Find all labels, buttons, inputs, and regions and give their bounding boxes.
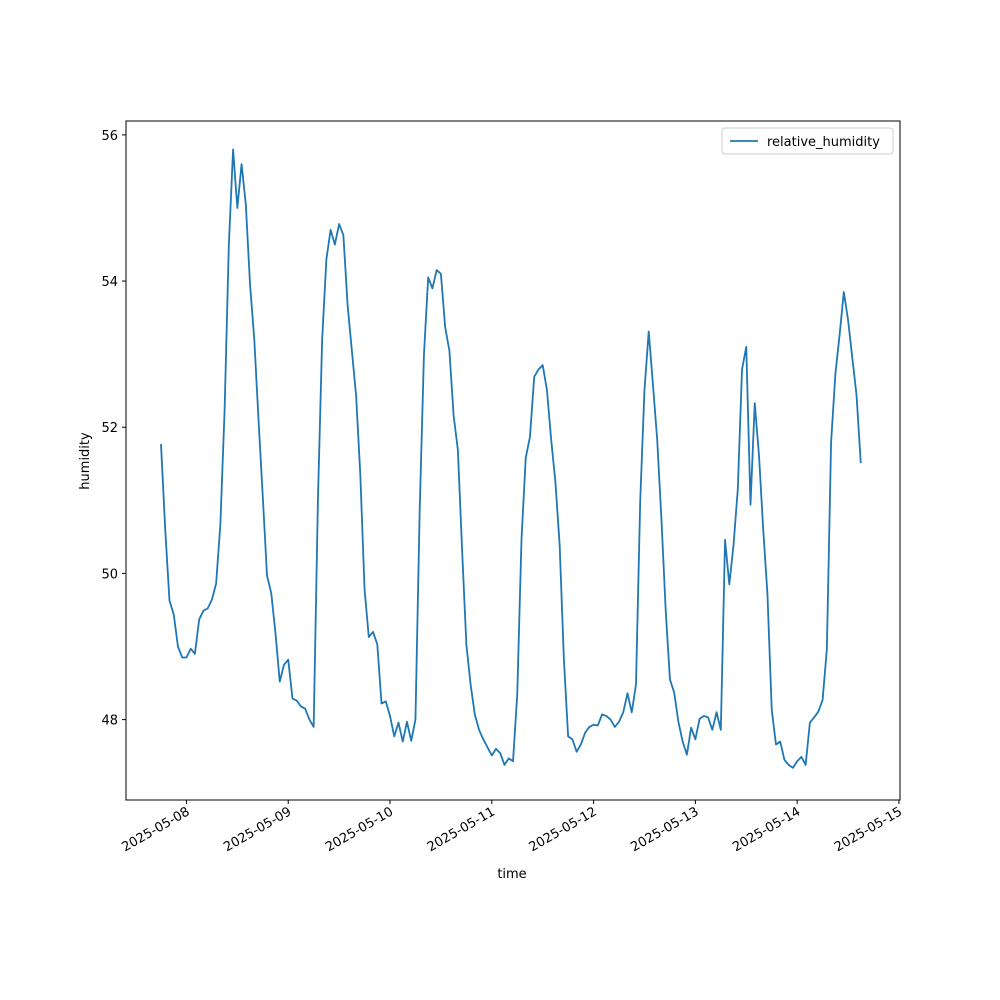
- x-axis-label: time: [497, 867, 526, 882]
- y-tick-label: 54: [101, 275, 118, 290]
- y-tick-label: 48: [101, 714, 118, 729]
- y-tick-label: 56: [101, 129, 118, 144]
- legend-box: [721, 127, 894, 155]
- data-line: [160, 148, 862, 769]
- y-tick-label: 50: [101, 567, 118, 582]
- legend-label: relative_humidity: [767, 135, 880, 150]
- y-axis-label: humidity: [78, 432, 93, 490]
- axes-frame: [125, 120, 901, 801]
- y-tick-label: 52: [101, 421, 118, 436]
